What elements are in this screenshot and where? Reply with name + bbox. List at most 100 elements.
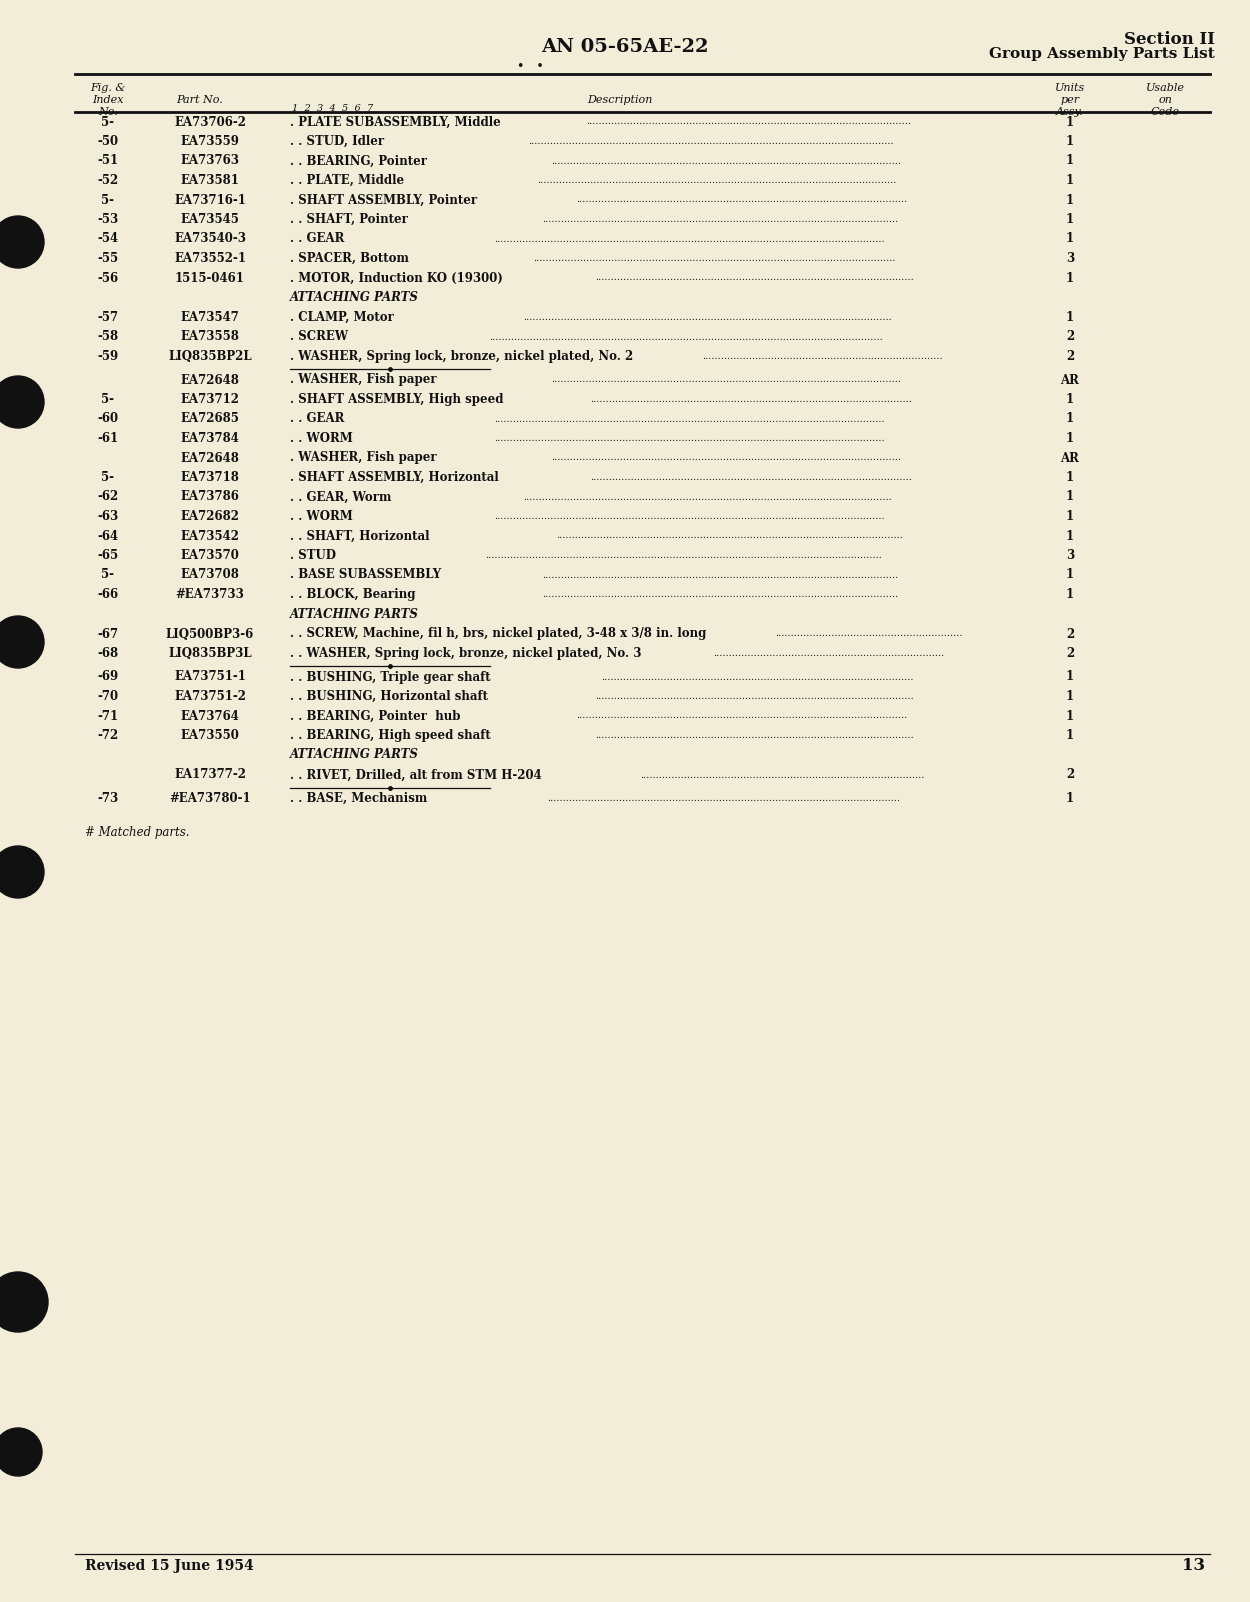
Text: ATTACHING PARTS: ATTACHING PARTS <box>290 748 419 761</box>
Text: . STUD: . STUD <box>290 549 336 562</box>
Text: AR: AR <box>1060 373 1080 386</box>
Text: ............................................................: ........................................… <box>775 630 962 639</box>
Text: ................................................................................: ........................................… <box>551 453 901 463</box>
Text: ................................................................................: ........................................… <box>551 375 901 384</box>
Text: EA73718: EA73718 <box>180 471 240 484</box>
Text: EA73542: EA73542 <box>180 530 240 543</box>
Text: EA73559: EA73559 <box>180 135 240 147</box>
Text: . . PLATE, Middle: . . PLATE, Middle <box>290 175 404 187</box>
Text: EA72682: EA72682 <box>180 509 240 522</box>
Text: ................................................................................: ........................................… <box>542 570 899 580</box>
Text: EA73570: EA73570 <box>180 549 240 562</box>
Text: -53: -53 <box>98 213 119 226</box>
Text: #EA73733: #EA73733 <box>175 588 245 601</box>
Text: -69: -69 <box>98 671 119 684</box>
Text: -66: -66 <box>98 588 119 601</box>
Text: EA73716-1: EA73716-1 <box>174 194 246 207</box>
Text: 1: 1 <box>1066 690 1074 703</box>
Text: ATTACHING PARTS: ATTACHING PARTS <box>290 292 419 304</box>
Text: . . WORM: . . WORM <box>290 433 352 445</box>
Text: ..........................................................................: ........................................… <box>714 649 945 658</box>
Text: -64: -64 <box>98 530 119 543</box>
Text: -50: -50 <box>98 135 119 147</box>
Text: -54: -54 <box>98 232 119 245</box>
Text: EA73763: EA73763 <box>180 154 240 168</box>
Text: . WASHER, Fish paper: . WASHER, Fish paper <box>290 373 436 386</box>
Text: 5-: 5- <box>101 392 115 405</box>
Text: 1: 1 <box>1066 509 1074 522</box>
Text: -67: -67 <box>98 628 119 641</box>
Text: 1: 1 <box>1066 213 1074 226</box>
Text: Section II: Section II <box>1124 32 1215 48</box>
Text: . . WORM: . . WORM <box>290 509 352 522</box>
Text: ................................................................................: ........................................… <box>494 434 885 444</box>
Text: -56: -56 <box>98 271 119 285</box>
Text: EA73708: EA73708 <box>180 569 240 582</box>
Text: 1: 1 <box>1066 433 1074 445</box>
Text: 1: 1 <box>1066 232 1074 245</box>
Text: -52: -52 <box>98 175 119 187</box>
Text: 1: 1 <box>1066 490 1074 503</box>
Circle shape <box>0 216 44 268</box>
Text: EA72685: EA72685 <box>180 412 240 426</box>
Text: . BASE SUBASSEMBLY: . BASE SUBASSEMBLY <box>290 569 441 582</box>
Text: 1: 1 <box>1066 710 1074 723</box>
Text: Code: Code <box>1150 107 1180 117</box>
Text: 5-: 5- <box>101 471 115 484</box>
Text: per: per <box>1060 95 1080 106</box>
Text: . . GEAR, Worm: . . GEAR, Worm <box>290 490 391 503</box>
Text: EA73786: EA73786 <box>180 490 240 503</box>
Text: EA17377-2: EA17377-2 <box>174 769 246 782</box>
Text: 1: 1 <box>1066 392 1074 405</box>
Text: .............................................................................: ........................................… <box>703 352 942 360</box>
Text: ................................................................................: ........................................… <box>524 492 892 501</box>
Text: . . BASE, Mechanism: . . BASE, Mechanism <box>290 791 428 804</box>
Text: . MOTOR, Induction KO (19300): . MOTOR, Induction KO (19300) <box>290 271 502 285</box>
Text: ................................................................................: ........................................… <box>590 473 912 482</box>
Text: ................................................................................: ........................................… <box>538 176 898 184</box>
Text: . . SHAFT, Pointer: . . SHAFT, Pointer <box>290 213 408 226</box>
Text: EA73552-1: EA73552-1 <box>174 252 246 264</box>
Text: EA73751-1: EA73751-1 <box>174 671 246 684</box>
Text: on: on <box>1158 95 1172 106</box>
Text: 5-: 5- <box>101 194 115 207</box>
Text: ................................................................................: ........................................… <box>494 513 885 521</box>
Text: 2: 2 <box>1066 628 1074 641</box>
Text: . . BUSHING, Horizontal shaft: . . BUSHING, Horizontal shaft <box>290 690 488 703</box>
Text: # Matched parts.: # Matched parts. <box>85 827 190 839</box>
Text: 1: 1 <box>1066 271 1074 285</box>
Text: 1: 1 <box>1066 791 1074 804</box>
Text: . SCREW: . SCREW <box>290 330 348 343</box>
Text: Assy.: Assy. <box>1056 107 1084 117</box>
Text: ................................................................................: ........................................… <box>524 312 892 322</box>
Text: . . BEARING, High speed shaft: . . BEARING, High speed shaft <box>290 729 491 742</box>
Text: 1: 1 <box>1066 115 1074 128</box>
Text: . SHAFT ASSEMBLY, Pointer: . SHAFT ASSEMBLY, Pointer <box>290 194 478 207</box>
Text: ................................................................................: ........................................… <box>640 771 925 780</box>
Text: ................................................................................: ........................................… <box>529 138 894 146</box>
Text: Revised 15 June 1954: Revised 15 June 1954 <box>85 1559 254 1573</box>
Text: . . GEAR: . . GEAR <box>290 232 345 245</box>
Text: . . WASHER, Spring lock, bronze, nickel plated, No. 3: . . WASHER, Spring lock, bronze, nickel … <box>290 647 641 660</box>
Text: ................................................................................: ........................................… <box>586 117 911 127</box>
Text: . . RIVET, Drilled, alt from STM H-204: . . RIVET, Drilled, alt from STM H-204 <box>290 769 541 782</box>
Text: AN 05-65AE-22: AN 05-65AE-22 <box>541 38 709 56</box>
Text: EA73712: EA73712 <box>180 392 240 405</box>
Text: -63: -63 <box>98 509 119 522</box>
Text: 5-: 5- <box>101 569 115 582</box>
Text: 1: 1 <box>1066 175 1074 187</box>
Text: 2: 2 <box>1066 330 1074 343</box>
Text: . SPACER, Bottom: . SPACER, Bottom <box>290 252 409 264</box>
Text: EA73540-3: EA73540-3 <box>174 232 246 245</box>
Text: Usable: Usable <box>1145 83 1185 93</box>
Text: ................................................................................: ........................................… <box>494 415 885 423</box>
Text: ATTACHING PARTS: ATTACHING PARTS <box>290 607 419 620</box>
Text: AR: AR <box>1060 452 1080 465</box>
Text: ................................................................................: ........................................… <box>576 195 908 205</box>
Text: 1: 1 <box>1066 729 1074 742</box>
Text: LIQ835BP3L: LIQ835BP3L <box>169 647 251 660</box>
Text: . . BLOCK, Bearing: . . BLOCK, Bearing <box>290 588 415 601</box>
Text: EA72648: EA72648 <box>180 373 240 386</box>
Text: 1: 1 <box>1066 530 1074 543</box>
Circle shape <box>0 617 44 668</box>
